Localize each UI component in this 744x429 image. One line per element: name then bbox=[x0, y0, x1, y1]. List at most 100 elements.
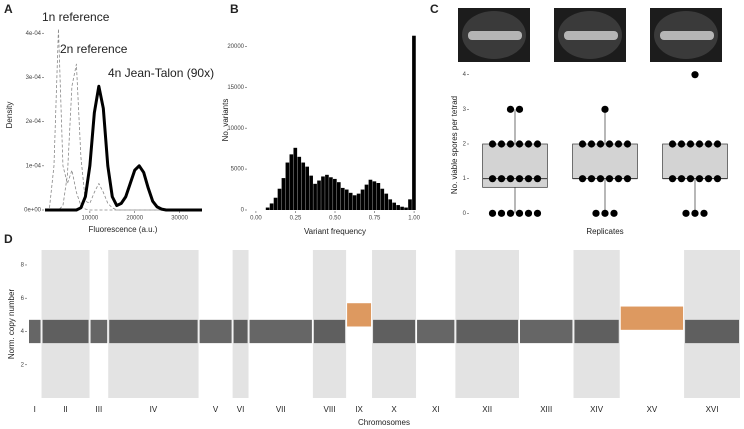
histogram-bar bbox=[340, 187, 345, 210]
copy-number-band bbox=[519, 319, 573, 344]
spore-dot bbox=[596, 175, 605, 183]
spore-dot bbox=[668, 175, 677, 183]
spore-dot bbox=[497, 140, 506, 148]
histogram-bar bbox=[289, 154, 294, 210]
chromosome-label: IX bbox=[355, 405, 363, 414]
spore-dot bbox=[533, 140, 542, 148]
curve-label: 1n reference bbox=[42, 10, 110, 24]
copy-number-band bbox=[90, 319, 108, 344]
copy-number-band bbox=[199, 319, 232, 344]
y-tick-label: 2 bbox=[21, 362, 25, 368]
plate-streak bbox=[660, 31, 714, 40]
spore-dot bbox=[587, 175, 596, 183]
box bbox=[572, 143, 638, 180]
panel-label: C bbox=[430, 2, 439, 16]
copy-number-band bbox=[42, 319, 89, 344]
spore-dot bbox=[686, 140, 695, 148]
spore-dot bbox=[533, 209, 542, 217]
spore-dot bbox=[524, 209, 533, 217]
spore-dot bbox=[506, 140, 515, 148]
chromosome-label: X bbox=[391, 405, 397, 414]
chromosome-label: XIV bbox=[590, 405, 604, 414]
spore-dot bbox=[704, 140, 713, 148]
y-tick-label: 2e-04 bbox=[26, 119, 42, 125]
density-curve bbox=[45, 84, 202, 212]
x-tick-label: 0.25 bbox=[290, 216, 302, 222]
spore-dot bbox=[524, 175, 533, 183]
spore-dot bbox=[601, 209, 609, 217]
histogram-bar bbox=[273, 197, 278, 210]
spore-dot bbox=[488, 175, 497, 183]
density-curve bbox=[45, 63, 202, 211]
y-tick-label: 4e-04 bbox=[26, 31, 42, 37]
y-tick-label: 1e-04 bbox=[26, 163, 42, 169]
copy-number-band bbox=[620, 306, 684, 330]
spore-dot bbox=[713, 140, 722, 148]
y-tick-label: 10000 bbox=[227, 126, 244, 132]
histogram-bar bbox=[336, 182, 341, 210]
histogram-bar bbox=[317, 180, 321, 210]
histogram-bar bbox=[333, 178, 337, 210]
panel-label: B bbox=[230, 2, 239, 16]
y-axis-title: Density bbox=[5, 102, 14, 129]
spore-dot bbox=[587, 140, 596, 148]
spore-dot bbox=[497, 209, 506, 217]
chromosome-label: XII bbox=[482, 405, 492, 414]
histogram-bar bbox=[384, 193, 389, 210]
copy-number-band bbox=[313, 319, 346, 344]
spore-dot bbox=[700, 209, 708, 217]
y-tick-label: 0 bbox=[241, 208, 245, 214]
spore-dot bbox=[623, 140, 632, 148]
chromosome-label: I bbox=[34, 405, 36, 414]
spore-dot bbox=[515, 105, 524, 113]
chromosome-label: XI bbox=[432, 405, 440, 414]
y-tick-label: 1 bbox=[463, 176, 467, 182]
y-tick-label: 2 bbox=[463, 142, 467, 148]
copy-number-band bbox=[29, 319, 41, 344]
x-tick-label: 30000 bbox=[171, 216, 188, 222]
histogram-bar bbox=[301, 162, 306, 210]
histogram-bar bbox=[404, 207, 408, 210]
plate-streak bbox=[564, 31, 618, 40]
spore-dot bbox=[515, 175, 524, 183]
spore-dot bbox=[506, 105, 515, 113]
chromosome-label: VIII bbox=[323, 405, 335, 414]
copy-number-band bbox=[456, 319, 518, 344]
histogram-bar bbox=[388, 199, 393, 210]
y-axis-title: Norm. copy number bbox=[7, 289, 16, 360]
histogram-bar bbox=[297, 156, 302, 210]
spore-dot bbox=[578, 140, 587, 148]
x-tick-label: 0.00 bbox=[250, 216, 262, 222]
histogram-bar bbox=[325, 174, 329, 210]
spore-dot bbox=[614, 175, 623, 183]
x-tick-label: 0.75 bbox=[369, 216, 381, 222]
x-axis-title: Variant frequency bbox=[304, 227, 366, 236]
y-tick-label: 5000 bbox=[231, 167, 245, 173]
histogram-bar bbox=[408, 199, 412, 210]
histogram-bar bbox=[309, 175, 313, 210]
histogram-bar bbox=[412, 35, 416, 211]
histogram-bar bbox=[400, 206, 404, 210]
histogram-bar bbox=[392, 202, 396, 210]
spore-dot bbox=[682, 209, 690, 217]
y-tick-label: 4 bbox=[21, 329, 25, 335]
chromosome-label: XV bbox=[647, 405, 658, 414]
y-tick-label: 3 bbox=[463, 107, 467, 113]
chromosome-label: XIII bbox=[540, 405, 552, 414]
histogram-bar bbox=[329, 177, 333, 210]
copy-number-band bbox=[417, 319, 455, 344]
histogram-bar bbox=[360, 189, 365, 210]
spore-dot bbox=[668, 140, 677, 148]
histogram-bar bbox=[376, 183, 381, 210]
histogram-bar bbox=[356, 193, 361, 210]
box bbox=[662, 143, 728, 180]
y-tick-label: 0e+00 bbox=[24, 208, 42, 214]
histogram-bar bbox=[265, 207, 270, 210]
y-tick-label: 8 bbox=[21, 263, 25, 269]
spore-dot bbox=[610, 209, 618, 217]
spore-dot bbox=[488, 209, 497, 217]
spore-dot bbox=[677, 175, 686, 183]
x-tick-label: 1.00 bbox=[408, 216, 420, 222]
histogram-bar bbox=[313, 183, 317, 210]
